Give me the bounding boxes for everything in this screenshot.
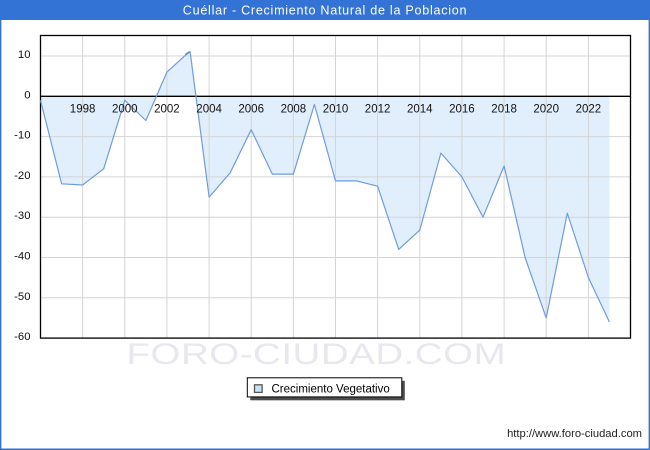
svg-text:0: 0 [24,89,30,101]
svg-text:-20: -20 [14,170,30,182]
svg-text:2016: 2016 [449,104,475,116]
svg-text:2000: 2000 [112,104,138,116]
svg-text:2002: 2002 [154,104,180,116]
svg-text:2004: 2004 [196,104,222,116]
svg-text:2010: 2010 [323,104,349,116]
svg-text:2014: 2014 [407,104,433,116]
svg-text:-60: -60 [14,331,30,343]
svg-text:-40: -40 [14,251,30,263]
svg-text:FORO-CIUDAD.COM: FORO-CIUDAD.COM [127,338,507,371]
svg-text:-10: -10 [14,130,30,142]
svg-text:2006: 2006 [238,104,264,116]
svg-text:2012: 2012 [365,104,391,116]
svg-text:Crecimiento Vegetativo: Crecimiento Vegetativo [272,384,390,396]
svg-text:-50: -50 [14,291,30,303]
svg-text:1998: 1998 [70,104,96,116]
svg-text:2008: 2008 [281,104,307,116]
svg-text:10: 10 [18,49,31,61]
svg-text:Cuéllar - Crecimiento Natural: Cuéllar - Crecimiento Natural de la Pobl… [183,4,467,18]
svg-text:2020: 2020 [533,104,559,116]
svg-text:2022: 2022 [576,104,602,116]
svg-text:2018: 2018 [491,104,517,116]
svg-text:http://www.foro-ciudad.com: http://www.foro-ciudad.com [507,428,642,440]
svg-text:-30: -30 [14,210,30,222]
